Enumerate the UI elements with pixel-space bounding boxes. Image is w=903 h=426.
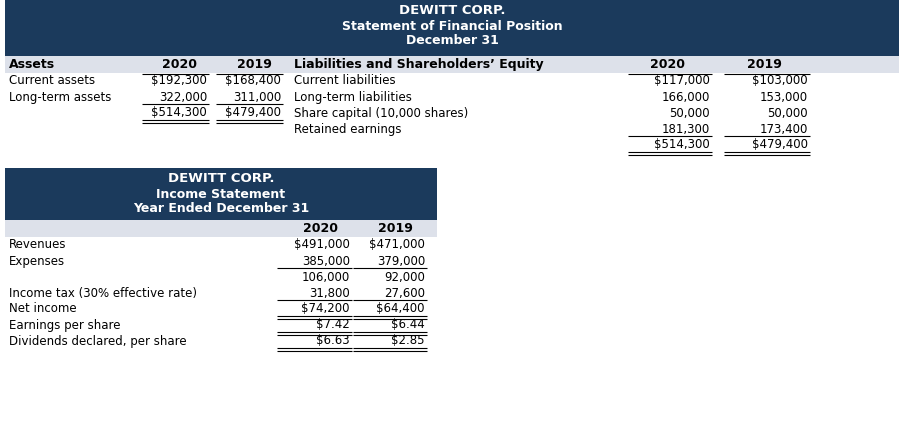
Text: Year Ended December 31: Year Ended December 31 xyxy=(133,202,309,216)
Text: Statement of Financial Position: Statement of Financial Position xyxy=(341,20,562,32)
Text: 173,400: 173,400 xyxy=(759,123,807,135)
Text: Revenues: Revenues xyxy=(9,239,67,251)
Text: $2.85: $2.85 xyxy=(391,334,424,348)
Text: $514,300: $514,300 xyxy=(654,138,709,152)
Text: 31,800: 31,800 xyxy=(309,287,349,299)
Text: 2020: 2020 xyxy=(650,58,684,71)
Text: $74,200: $74,200 xyxy=(302,302,349,316)
Text: $6.44: $6.44 xyxy=(391,319,424,331)
Text: DEWITT CORP.: DEWITT CORP. xyxy=(398,5,505,17)
Text: $479,400: $479,400 xyxy=(225,106,281,120)
FancyBboxPatch shape xyxy=(5,0,898,56)
Text: Dividends declared, per share: Dividends declared, per share xyxy=(9,334,186,348)
Text: December 31: December 31 xyxy=(405,35,498,48)
Text: Assets: Assets xyxy=(9,58,55,71)
Text: Income tax (30% effective rate): Income tax (30% effective rate) xyxy=(9,287,197,299)
Text: $7.42: $7.42 xyxy=(316,319,349,331)
Text: 181,300: 181,300 xyxy=(661,123,709,135)
Text: 379,000: 379,000 xyxy=(377,254,424,268)
FancyBboxPatch shape xyxy=(5,168,436,220)
Text: Current liabilities: Current liabilities xyxy=(293,75,396,87)
Text: Expenses: Expenses xyxy=(9,254,65,268)
Text: $471,000: $471,000 xyxy=(368,239,424,251)
Text: $6.63: $6.63 xyxy=(316,334,349,348)
Text: 92,000: 92,000 xyxy=(384,271,424,283)
Text: 311,000: 311,000 xyxy=(232,90,281,104)
Text: DEWITT CORP.: DEWITT CORP. xyxy=(168,173,274,185)
FancyBboxPatch shape xyxy=(5,56,898,73)
Text: 106,000: 106,000 xyxy=(302,271,349,283)
Text: $168,400: $168,400 xyxy=(225,75,281,87)
Text: $64,400: $64,400 xyxy=(376,302,424,316)
Text: $491,000: $491,000 xyxy=(293,239,349,251)
Text: Long-term liabilities: Long-term liabilities xyxy=(293,90,412,104)
FancyBboxPatch shape xyxy=(5,220,436,237)
Text: $192,300: $192,300 xyxy=(151,75,207,87)
Text: Retained earnings: Retained earnings xyxy=(293,123,401,135)
Text: $103,000: $103,000 xyxy=(751,75,807,87)
Text: 2019: 2019 xyxy=(746,58,780,71)
Text: Current assets: Current assets xyxy=(9,75,95,87)
Text: 50,000: 50,000 xyxy=(767,106,807,120)
Text: 2019: 2019 xyxy=(237,58,271,71)
Text: 2019: 2019 xyxy=(377,222,412,235)
Text: $479,400: $479,400 xyxy=(751,138,807,152)
Text: 27,600: 27,600 xyxy=(384,287,424,299)
Text: $514,300: $514,300 xyxy=(151,106,207,120)
Text: Long-term assets: Long-term assets xyxy=(9,90,111,104)
Text: Liabilities and Shareholders’ Equity: Liabilities and Shareholders’ Equity xyxy=(293,58,543,71)
Text: 2020: 2020 xyxy=(303,222,338,235)
Text: Earnings per share: Earnings per share xyxy=(9,319,120,331)
Text: 50,000: 50,000 xyxy=(668,106,709,120)
Text: 322,000: 322,000 xyxy=(159,90,207,104)
Text: Income Statement: Income Statement xyxy=(156,187,285,201)
Text: Net income: Net income xyxy=(9,302,77,316)
Text: 385,000: 385,000 xyxy=(302,254,349,268)
Text: 166,000: 166,000 xyxy=(661,90,709,104)
Text: $117,000: $117,000 xyxy=(654,75,709,87)
Text: Share capital (10,000 shares): Share capital (10,000 shares) xyxy=(293,106,468,120)
Text: 153,000: 153,000 xyxy=(759,90,807,104)
Text: 2020: 2020 xyxy=(163,58,197,71)
